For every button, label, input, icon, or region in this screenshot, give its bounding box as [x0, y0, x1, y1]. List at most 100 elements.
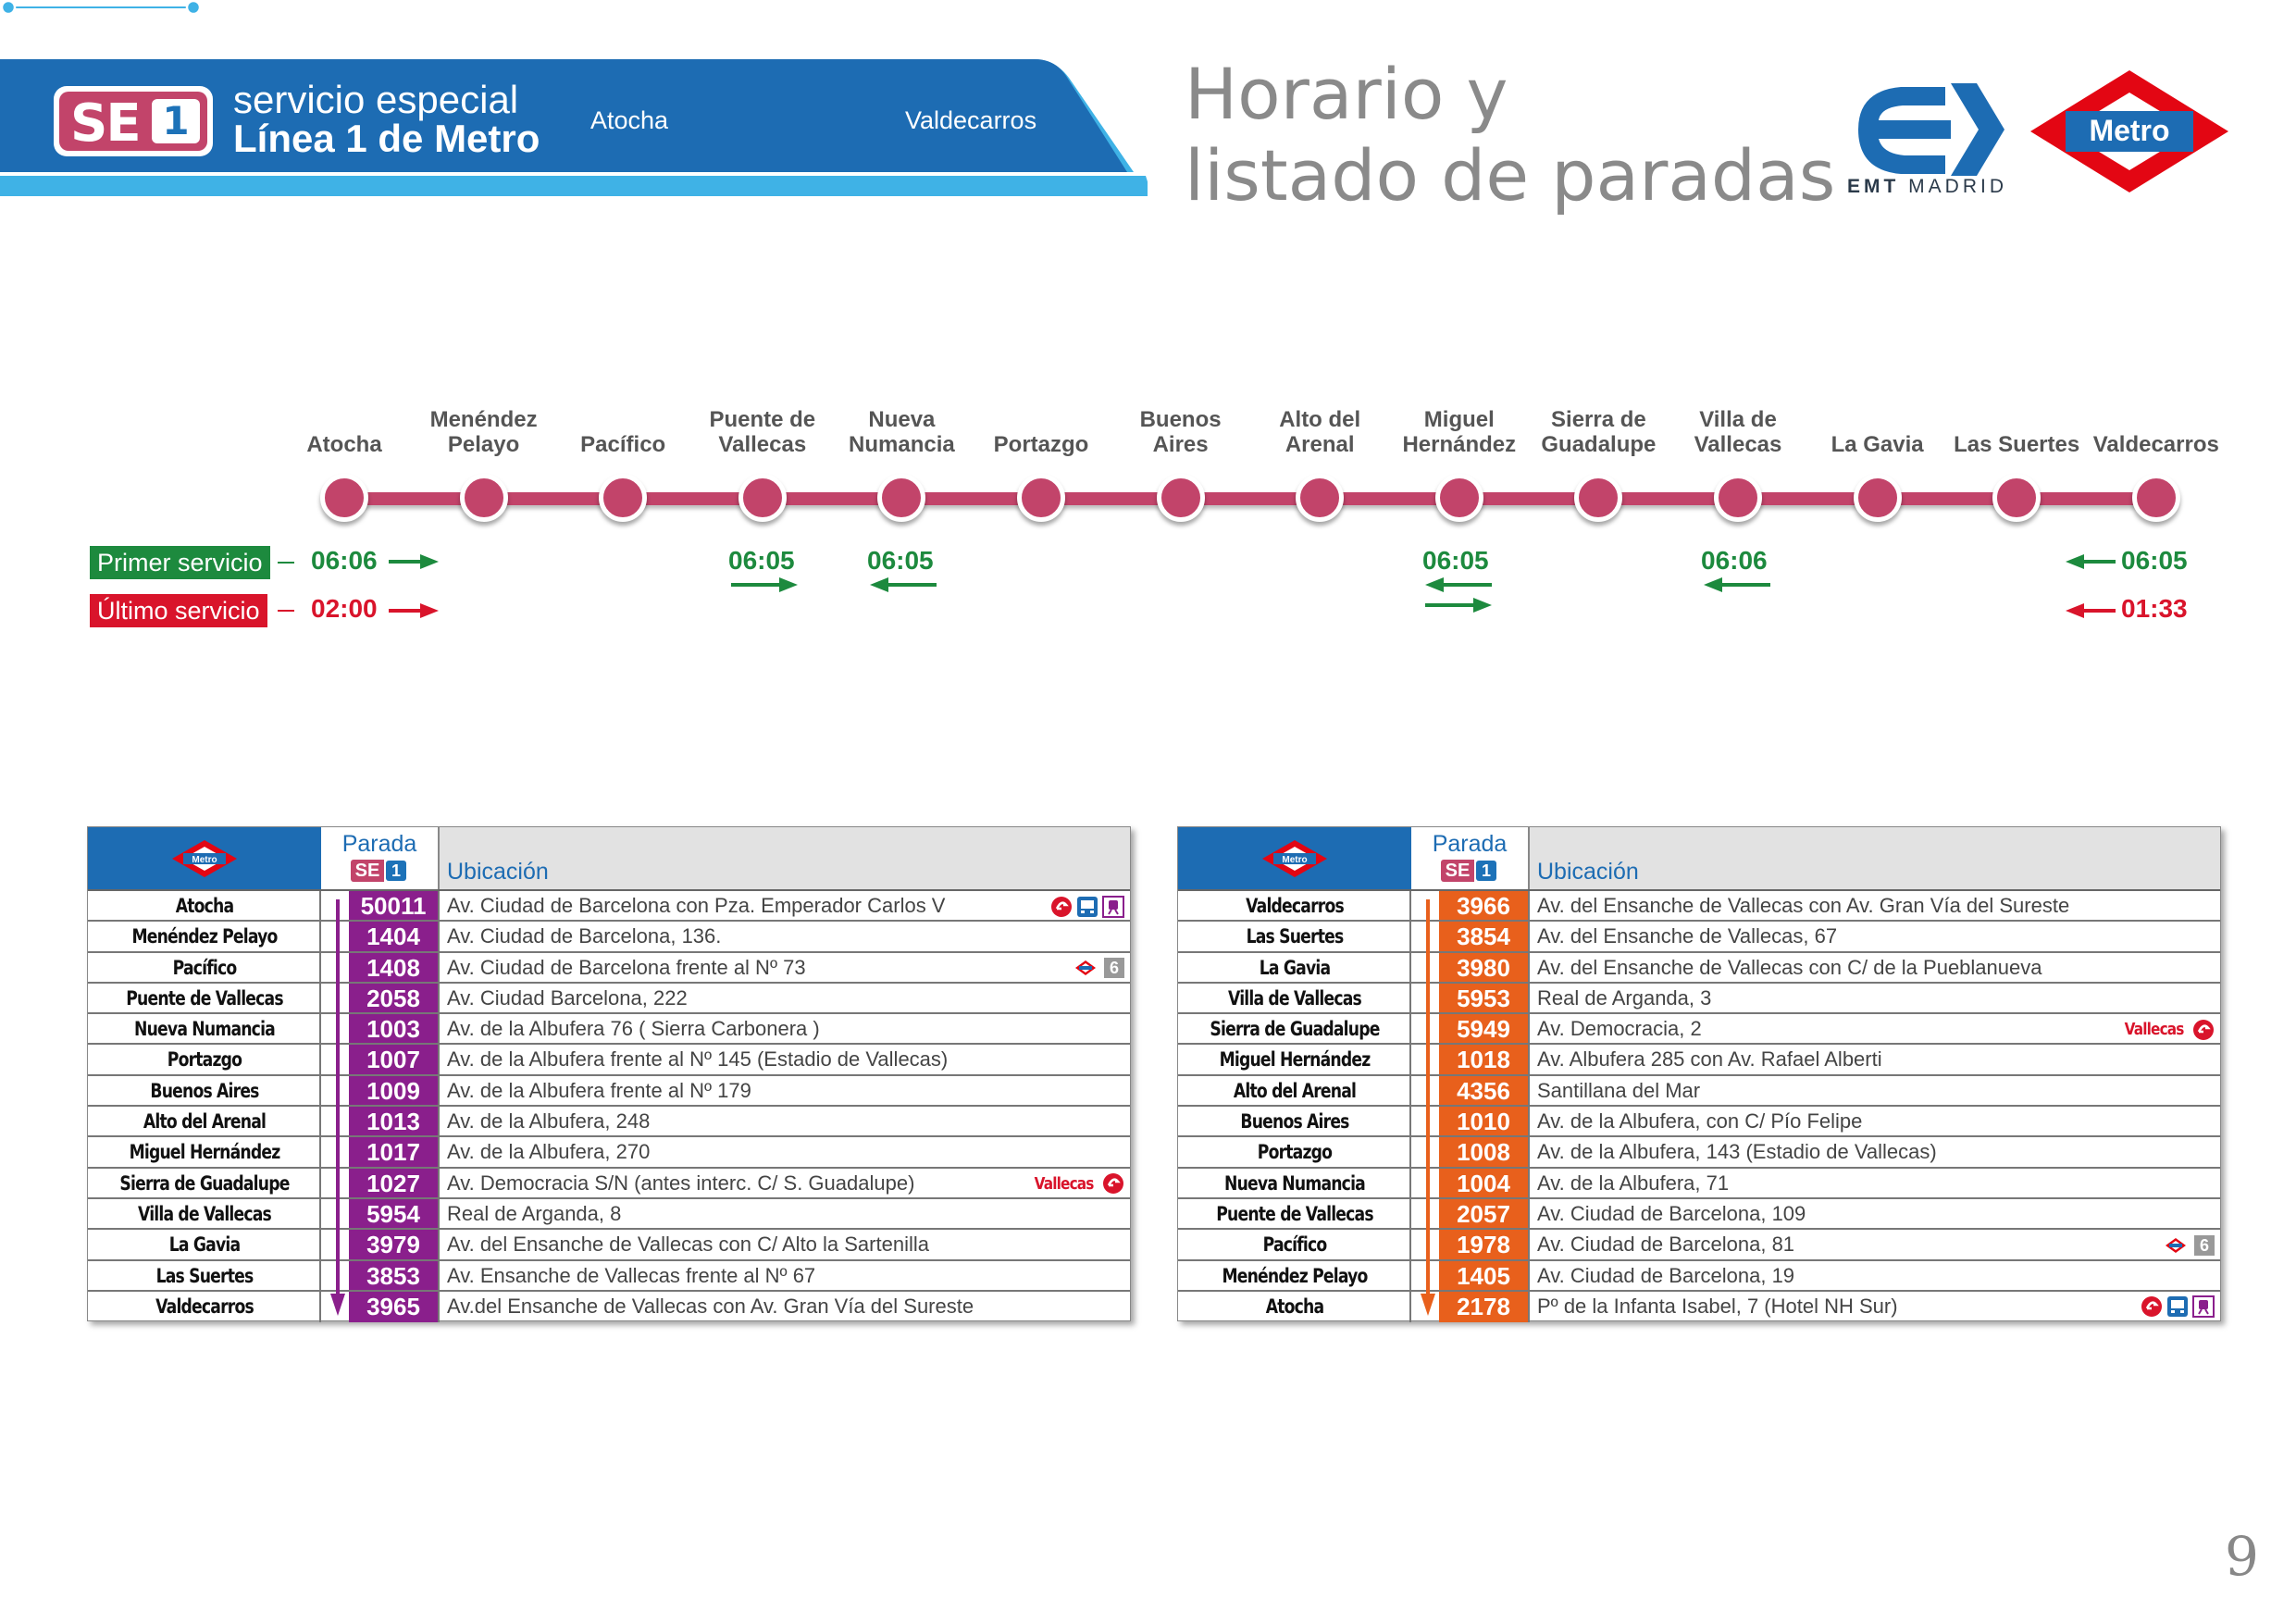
stop-dot: [1296, 474, 1345, 522]
connection-icons: Vallecas: [2119, 1017, 2215, 1042]
time-atocha-last: 02:00: [311, 594, 378, 623]
time-nueva-first: 06:05: [867, 546, 934, 575]
address-cell: Av. Ciudad de Barcelona, 81: [1537, 1233, 1795, 1257]
address-cell: Av. de la Albufera, 270: [447, 1140, 651, 1164]
metro-logo-icon: Metro: [1262, 840, 1327, 877]
stop-name-cell: Las Suertes: [1246, 925, 1345, 948]
stop-code-cell: 1003: [349, 1014, 440, 1044]
address-cell: Av. del Ensanche de Vallecas con Av. Gra…: [1537, 894, 2070, 917]
address-cell: Av. de la Albufera, 71: [1537, 1171, 1730, 1195]
address-cell: Pº de la Infanta Isabel, 7 (Hotel NH Sur…: [1537, 1294, 1898, 1318]
stop-name-cell: Puente de Vallecas: [126, 986, 283, 1010]
banner-shape: [0, 59, 1148, 196]
table-row: Pacífico 1408 Av. Ciudad de Barcelona fren…: [88, 952, 1130, 984]
bus-station-icon: [2167, 1296, 2188, 1318]
table-row: Sierra de Guadalupe 5949 Av. Democracia, 2…: [1178, 1014, 2220, 1046]
connection-icons: [1050, 894, 1124, 919]
address-cell: Real de Arganda, 3: [1537, 985, 1712, 1010]
stop-name-cell: Menéndez Pelayo: [131, 925, 278, 948]
header-ubicacion-label: Ubicación: [447, 859, 549, 885]
stop-name-cell: Portazgo: [1257, 1141, 1333, 1164]
address-cell: Av. del Ensanche de Vallecas con C/ de l…: [1537, 955, 2042, 979]
time-villa-first: 06:06: [1701, 546, 1768, 575]
table-header-logo: Metro: [88, 827, 321, 889]
route-destination: Valdecarros: [905, 106, 1037, 134]
stop-dot: [459, 474, 508, 522]
stop-name-cell: Menéndez Pelayo: [1222, 1264, 1368, 1287]
mini-se1-badge: SE 1: [1441, 860, 1498, 882]
arrow-right-icon: [731, 577, 798, 592]
stop-name-cell: Pacífico: [172, 956, 238, 979]
stop-dot: [1434, 474, 1483, 522]
stop-dot: [877, 474, 926, 522]
service-line: Línea 1 de Metro: [233, 117, 540, 160]
stop-name: Villa de Vallecas: [1694, 407, 1782, 457]
stop-name-cell: Miguel Hernández: [129, 1141, 281, 1164]
table-row: Buenos Aires 1009 Av. de la Albufera frent…: [88, 1075, 1130, 1108]
stop-code-cell: 2058: [349, 983, 440, 1013]
table-row: Buenos Aires 1010 Av. de la Albufera, con …: [1178, 1107, 2220, 1138]
stop-name-cell: La Gavia: [168, 1233, 241, 1257]
train-icon: [1102, 895, 1124, 918]
table-rows: Valdecarros 3966 Av. del Ensanche de Valle…: [1178, 891, 2220, 1323]
stop-name: Buenos Aires: [1139, 407, 1222, 457]
stop-code-cell: 3853: [349, 1260, 440, 1290]
time-miguel-first: 06:05: [1422, 546, 1489, 575]
connection-icons: [2141, 1295, 2215, 1319]
address-cell: Av. de la Albufera, con C/ Pío Felipe: [1537, 1109, 1863, 1134]
stop-code-cell: 5954: [349, 1198, 440, 1229]
stop-name: Portazgo: [993, 432, 1089, 457]
stop-name: Pacífico: [580, 432, 666, 457]
stop-name-cell: Las Suertes: [155, 1264, 254, 1287]
table-row: Miguel Hernández 1018 Av. Albufera 285 con…: [1178, 1045, 2220, 1076]
emt-logo-icon: [1858, 83, 2004, 176]
direction-arrow-down-icon: [330, 899, 345, 1316]
connection-icons: 6: [2161, 1233, 2215, 1258]
table-row: Atocha 50011 Av. Ciudad de Barcelona con P…: [88, 891, 1130, 923]
page-title-line2: listado de paradas: [1185, 134, 1836, 217]
stop-name: La Gavia: [1831, 432, 1924, 457]
metro-icon: [2166, 1237, 2186, 1253]
arrow-left-icon: [1704, 577, 1770, 592]
stop-code-cell: 1027: [349, 1168, 440, 1197]
route-track-icon: [0, 0, 202, 15]
stop-code-cell: 1010: [1439, 1107, 1530, 1136]
badge-se-text: SE: [70, 93, 142, 154]
address-cell: Av. de la Albufera 76 ( Sierra Carbonera…: [447, 1017, 820, 1041]
metro-line-number: 6: [1104, 958, 1124, 979]
stop-code-cell: 1007: [349, 1045, 440, 1074]
metro-line-number: 6: [2194, 1234, 2215, 1256]
table-header-logo: Metro: [1178, 827, 1411, 889]
stop-name-cell: Sierra de Guadalupe: [119, 1171, 290, 1195]
table-row: Pacífico 1978 Av. Ciudad de Barcelona, 81 6: [1178, 1230, 2220, 1261]
bus-station-icon: [1077, 896, 1098, 917]
table-row: Miguel Hernández 1017 Av. de la Albufera, …: [88, 1137, 1130, 1169]
table-row: La Gavia 3980 Av. del Ensanche de Vallecas…: [1178, 952, 2220, 984]
stop-dot: [1156, 474, 1205, 522]
line-diagram: Atocha Menéndez Pelayo Pacífico Puente de Va…: [0, 389, 2296, 648]
cercanias-icon: [2193, 1019, 2214, 1040]
stop-name-cell: Portazgo: [167, 1048, 242, 1072]
stop-code-cell: 3854: [1439, 922, 1530, 951]
table-row: Valdecarros 3966 Av. del Ensanche de Valle…: [1178, 891, 2220, 923]
stops-table-inbound: Metro Parada SE 1 Ubicación Valdecarros 39…: [1177, 826, 2221, 1323]
stop-dot: [320, 474, 368, 522]
stop-name-cell: Atocha: [1265, 1295, 1324, 1318]
stop-name: Alto del Arenal: [1279, 407, 1361, 457]
header-banner: SE 1 servicio especial Línea 1 de Metro …: [0, 0, 1148, 213]
stop-code-cell: 3966: [1439, 891, 1530, 921]
mini-se1-badge: SE 1: [351, 860, 408, 882]
table-header-parada: Parada SE 1: [1411, 827, 1530, 889]
stop-name-cell: Villa de Vallecas: [138, 1202, 272, 1225]
arrow-left-icon: [2066, 554, 2116, 569]
stop-code-cell: 1405: [1439, 1260, 1530, 1290]
table-header-parada: Parada SE 1: [321, 827, 440, 889]
arrow-left-icon: [1425, 577, 1492, 592]
address-cell: Av. Democracia S/N (antes interc. C/ S. …: [447, 1171, 915, 1195]
address-cell: Av. Ciudad de Barcelona frente al Nº 73: [447, 955, 806, 979]
header-ubicacion-label: Ubicación: [1537, 859, 1639, 885]
stop-dot: [1992, 474, 2042, 522]
page-title-line1: Horario y: [1185, 53, 1508, 135]
stop-name-cell: Atocha: [175, 895, 234, 917]
svg-text:Metro: Metro: [192, 855, 217, 865]
